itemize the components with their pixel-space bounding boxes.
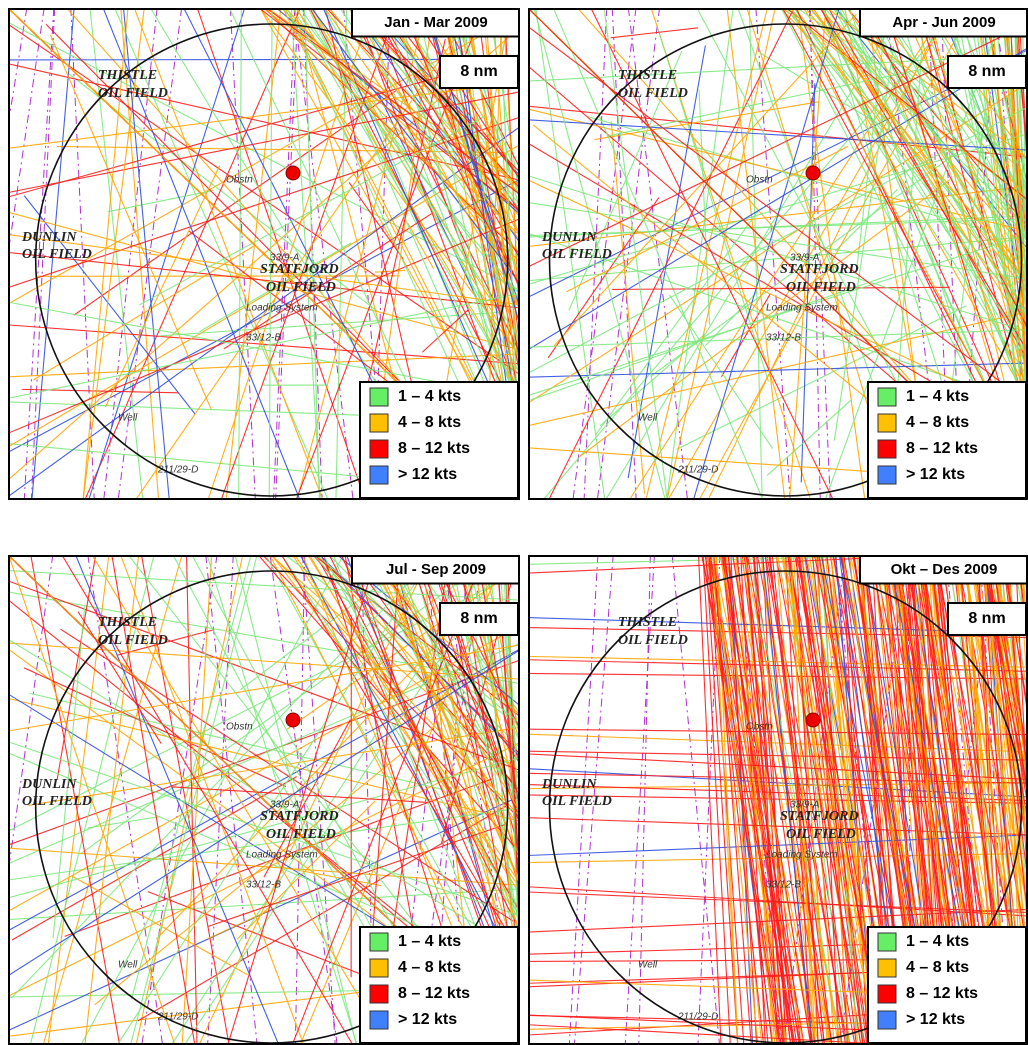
- map-label: OIL FIELD: [786, 280, 856, 295]
- map-label: 33/12-B: [246, 880, 281, 891]
- map-panel: THISTLEOIL FIELDDUNLINOIL FIELDSTATFJORD…: [528, 555, 1028, 1045]
- scale-label: 8 nm: [460, 63, 497, 80]
- map-label: OIL FIELD: [542, 794, 612, 809]
- map-label: 33/12-B: [766, 880, 801, 891]
- legend-label: 8 – 12 kts: [906, 440, 978, 457]
- map-panel: THISTLE OIL FIELD DUNLIN OIL FIELD STATFJORD…: [8, 555, 520, 1045]
- panel-title: Jul - Sep 2009: [386, 561, 486, 578]
- panel-title: Jan - Mar 2009: [384, 14, 487, 31]
- legend-swatch: [370, 959, 388, 977]
- map-label: Well: [118, 960, 138, 971]
- legend-swatch: [370, 388, 388, 406]
- legend-swatch: [878, 959, 896, 977]
- legend-label: 8 – 12 kts: [906, 985, 978, 1002]
- map-label: STATFJORD: [260, 809, 339, 824]
- legend-label: 8 – 12 kts: [398, 985, 470, 1002]
- legend-swatch: [370, 933, 388, 951]
- map-label: STATFJORD: [780, 809, 859, 824]
- map-label: STATFJORD: [260, 262, 339, 277]
- legend-label: 1 – 4 kts: [398, 933, 461, 950]
- map-label: 33/9-A: [270, 800, 300, 811]
- map-label: 211/29-D: [677, 1012, 718, 1023]
- map-panel: THISTLEOIL FIELDDUNLINOIL FIELDSTATFJORD…: [528, 8, 1028, 500]
- map-label: DUNLIN: [21, 230, 77, 245]
- legend-label: 4 – 8 kts: [398, 414, 461, 431]
- legend-label: 8 – 12 kts: [398, 440, 470, 457]
- legend-swatch: [878, 388, 896, 406]
- scale-label: 8 nm: [968, 63, 1005, 80]
- legend-swatch: [878, 1011, 896, 1029]
- map-label: Well: [638, 413, 658, 424]
- map-label: 33/12-B: [246, 333, 281, 344]
- map-label: OIL FIELD: [266, 280, 336, 295]
- map-label: OIL FIELD: [618, 633, 688, 648]
- scale-label: 8 nm: [460, 610, 497, 627]
- map-label: Obstn: [226, 175, 253, 186]
- legend-label: 4 – 8 kts: [906, 959, 969, 976]
- map: THISTLEOIL FIELDDUNLINOIL FIELDSTATFJORD…: [528, 8, 1028, 500]
- map-figure: THISTLE OIL FIELD DUNLIN OIL FIELD STATFJORD…: [0, 0, 1028, 1045]
- map-label: Well: [638, 960, 658, 971]
- legend-swatch: [370, 985, 388, 1003]
- legend-label: 1 – 4 kts: [906, 933, 969, 950]
- platform-marker: [806, 713, 820, 727]
- map-label: Obstn: [226, 722, 253, 733]
- map-label: OIL FIELD: [542, 247, 612, 262]
- legend-swatch: [370, 466, 388, 484]
- legend-swatch: [878, 985, 896, 1003]
- legend-label: 1 – 4 kts: [398, 388, 461, 405]
- map-label: 33/12-B: [766, 333, 801, 344]
- map-label: OIL FIELD: [786, 827, 856, 842]
- legend-swatch: [370, 414, 388, 432]
- panel-title: Okt – Des 2009: [891, 561, 998, 578]
- legend-label: 4 – 8 kts: [906, 414, 969, 431]
- map-label: Well: [118, 413, 138, 424]
- legend-swatch: [878, 414, 896, 432]
- legend-swatch: [878, 440, 896, 458]
- platform-marker: [806, 166, 820, 180]
- map-label: 33/9-A: [270, 253, 300, 264]
- scale-label: 8 nm: [968, 610, 1005, 627]
- map-label: 33/9-A: [790, 253, 820, 264]
- legend-swatch: [370, 440, 388, 458]
- map-label: OIL FIELD: [618, 86, 688, 101]
- map-label: DUNLIN: [21, 777, 77, 792]
- map-label: THISTLE: [618, 68, 677, 83]
- map: THISTLE OIL FIELD DUNLIN OIL FIELD STATFJORD…: [8, 555, 520, 1045]
- map-label: Loading System: [766, 850, 838, 861]
- map-label: THISTLE: [98, 615, 157, 630]
- map-label: THISTLE: [618, 615, 677, 630]
- legend-label: > 12 kts: [906, 466, 965, 483]
- legend-swatch: [370, 1011, 388, 1029]
- map-label: Obstn: [746, 722, 773, 733]
- map-label: STATFJORD: [780, 262, 859, 277]
- platform-marker: [286, 166, 300, 180]
- legend-label: 1 – 4 kts: [906, 388, 969, 405]
- legend-label: > 12 kts: [906, 1011, 965, 1028]
- legend-swatch: [878, 933, 896, 951]
- map-label: Obstn: [746, 175, 773, 186]
- legend-label: 4 – 8 kts: [398, 959, 461, 976]
- map-label: Loading System: [246, 303, 318, 314]
- legend-label: > 12 kts: [398, 466, 457, 483]
- map-label: OIL FIELD: [22, 247, 92, 262]
- legend-label: > 12 kts: [398, 1011, 457, 1028]
- map-label: OIL FIELD: [266, 827, 336, 842]
- map-label: 33/9-A: [790, 800, 820, 811]
- platform-marker: [286, 713, 300, 727]
- panel-title: Apr - Jun 2009: [892, 14, 995, 31]
- map-label: Loading System: [246, 850, 318, 861]
- map-panel: THISTLE OIL FIELD DUNLIN OIL FIELD STATFJORD…: [8, 8, 520, 500]
- map: THISTLE OIL FIELD DUNLIN OIL FIELD STATFJORD…: [8, 8, 520, 500]
- map-label: OIL FIELD: [22, 794, 92, 809]
- map-label: 211/29-D: [677, 465, 718, 476]
- map-label: THISTLE: [98, 68, 157, 83]
- map-label: Loading System: [766, 303, 838, 314]
- legend-swatch: [878, 466, 896, 484]
